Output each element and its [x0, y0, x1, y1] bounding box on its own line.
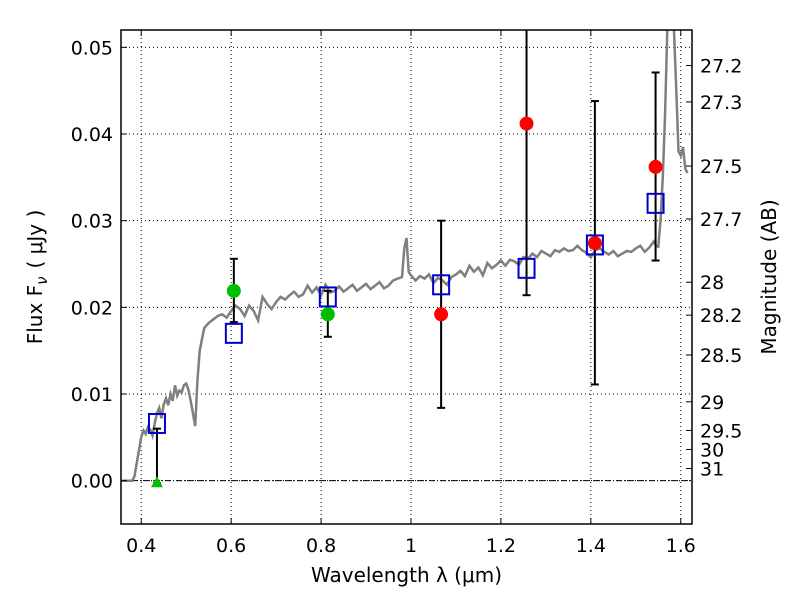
model-point [147, 412, 166, 434]
data-markers [147, 116, 665, 488]
x-tick-label: 0.8 [306, 535, 336, 557]
magnitude-tick-label: 27.2 [700, 56, 742, 78]
data-point [226, 283, 241, 298]
model-point [585, 234, 604, 256]
model-point [224, 322, 243, 344]
y-axis-title-unit: ( μJy ) [23, 210, 47, 269]
y-tick-label: 0.00 [71, 471, 113, 493]
x-axis-title: Wavelength λ (μm) [311, 563, 502, 587]
magnitude-tick-label: 27.7 [700, 209, 742, 231]
magnitude-tick-label: 28.2 [700, 305, 742, 327]
y-axis-title: Flux Fν ( μJy ) [23, 210, 51, 345]
model-point [517, 257, 536, 279]
axis-ticks: 0.4 0.6 0.8 1 1.2 1.4 1.6 0.00 0.01 0.02 0.03 0.04 0… [71, 30, 742, 557]
sed-model-curve [121, 30, 689, 482]
data-point [648, 159, 663, 174]
magnitude-tick-label: 27.3 [700, 92, 742, 114]
y-axis-title-sub: ν [33, 276, 51, 284]
magnitude-tick-label: 28 [700, 272, 724, 294]
error-bars [152, 30, 660, 485]
sed-model-layer [121, 30, 689, 482]
secondary-y-axis-title: Magnitude (AB) [757, 199, 781, 354]
magnitude-tick-label: 29.5 [700, 420, 742, 442]
x-tick-label: 1.2 [486, 535, 516, 557]
y-tick-label: 0.05 [71, 37, 113, 59]
y-tick-label: 0.02 [71, 297, 113, 319]
magnitude-tick-label: 27.5 [700, 156, 742, 178]
x-tick-label: 1.4 [576, 535, 606, 557]
y-tick-label: 0.03 [71, 211, 113, 233]
magnitude-tick-label: 29 [700, 392, 724, 414]
upper-limit-marker [150, 476, 163, 488]
x-tick-label: 1 [405, 535, 417, 557]
data-point [320, 307, 335, 322]
model-point [318, 286, 337, 308]
y-tick-label: 0.04 [71, 124, 113, 146]
magnitude-tick-label: 30 [700, 439, 724, 461]
x-tick-label: 0.4 [126, 535, 156, 557]
x-tick-label: 1.6 [666, 535, 696, 557]
y-tick-label: 0.01 [71, 384, 113, 406]
plot-frame [120, 29, 693, 525]
magnitude-tick-label: 31 [700, 459, 724, 481]
grid [121, 30, 692, 524]
data-point [587, 236, 602, 251]
magnitude-tick-label: 28.5 [700, 345, 742, 367]
data-point [519, 116, 534, 131]
data-point [434, 307, 449, 322]
model-point [432, 274, 451, 296]
x-tick-label: 0.6 [216, 535, 246, 557]
y-axis-title-main: Flux F [23, 285, 47, 344]
model-point [646, 192, 665, 214]
